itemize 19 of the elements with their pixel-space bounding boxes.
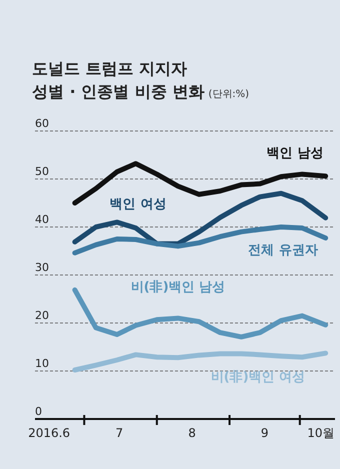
x-tick-label: 9 (260, 426, 269, 440)
series-label: 백인 여성 (110, 197, 166, 212)
y-tick-label: 20 (35, 309, 49, 322)
x-tick-label: 2016.6 (28, 426, 70, 440)
series-label: 비(非)백인 여성 (210, 370, 306, 385)
y-tick-label: 10 (35, 357, 49, 370)
chart-subtitle: (단위:%) (208, 89, 250, 100)
x-tick-label: 7 (116, 426, 124, 440)
y-tick-label: 60 (35, 117, 49, 130)
chart-title: 도널드 트럼프 지지자 성별 · 인종별 비중 변화 (32, 59, 204, 101)
y-tick-label: 40 (35, 213, 49, 226)
series-label: 백인 남성 (266, 146, 324, 161)
text: 비(非)백인 남성 (130, 280, 226, 295)
y-tick-label: 50 (35, 165, 49, 178)
series-label: 전체 유권자 (248, 243, 318, 258)
y-tick-label: 30 (35, 261, 49, 274)
x-tick-label: 8 (188, 426, 196, 440)
x-tick-label: 10월 (307, 426, 335, 440)
y-tick-label: 0 (35, 405, 42, 418)
